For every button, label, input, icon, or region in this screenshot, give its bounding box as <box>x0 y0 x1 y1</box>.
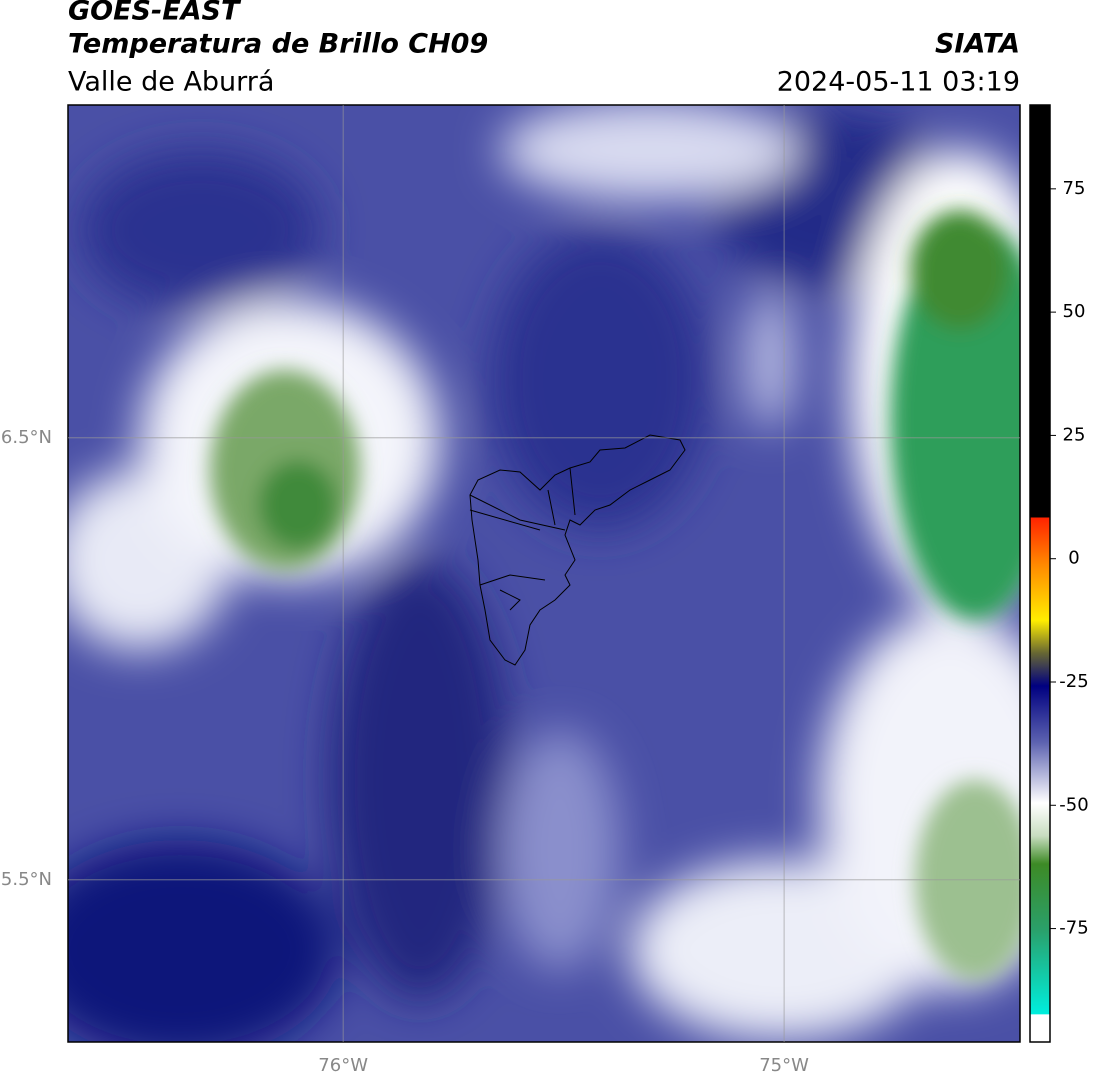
colorbar-tick-label: -50 <box>1059 794 1088 815</box>
map-frame <box>67 104 1021 1043</box>
title-line1: GOES-EAST <box>68 0 242 27</box>
colorbar-tick-label: 25 <box>1063 424 1086 445</box>
x-tick-label: 76°W <box>318 1055 368 1076</box>
region: Valle de Aburrá <box>68 67 274 98</box>
colorbar-tick-label: -75 <box>1059 918 1088 939</box>
colorbar-tick-label: 75 <box>1063 178 1086 199</box>
satellite-field <box>68 105 1020 1042</box>
colorbar <box>1029 104 1051 1043</box>
colorbar-tick-label: 50 <box>1063 301 1086 322</box>
datetime: 2024-05-11 03:19 <box>777 67 1020 98</box>
y-tick-label: 5.5°N <box>1 869 52 890</box>
colorbar-tick-label: -25 <box>1059 671 1088 692</box>
colorbar-tick-label: 0 <box>1068 548 1079 569</box>
x-tick-label: 75°W <box>759 1055 809 1076</box>
y-tick-label: 6.5°N <box>1 427 52 448</box>
title-line2: Temperatura de Brillo CH09 <box>68 29 488 60</box>
source: SIATA <box>935 29 1020 60</box>
